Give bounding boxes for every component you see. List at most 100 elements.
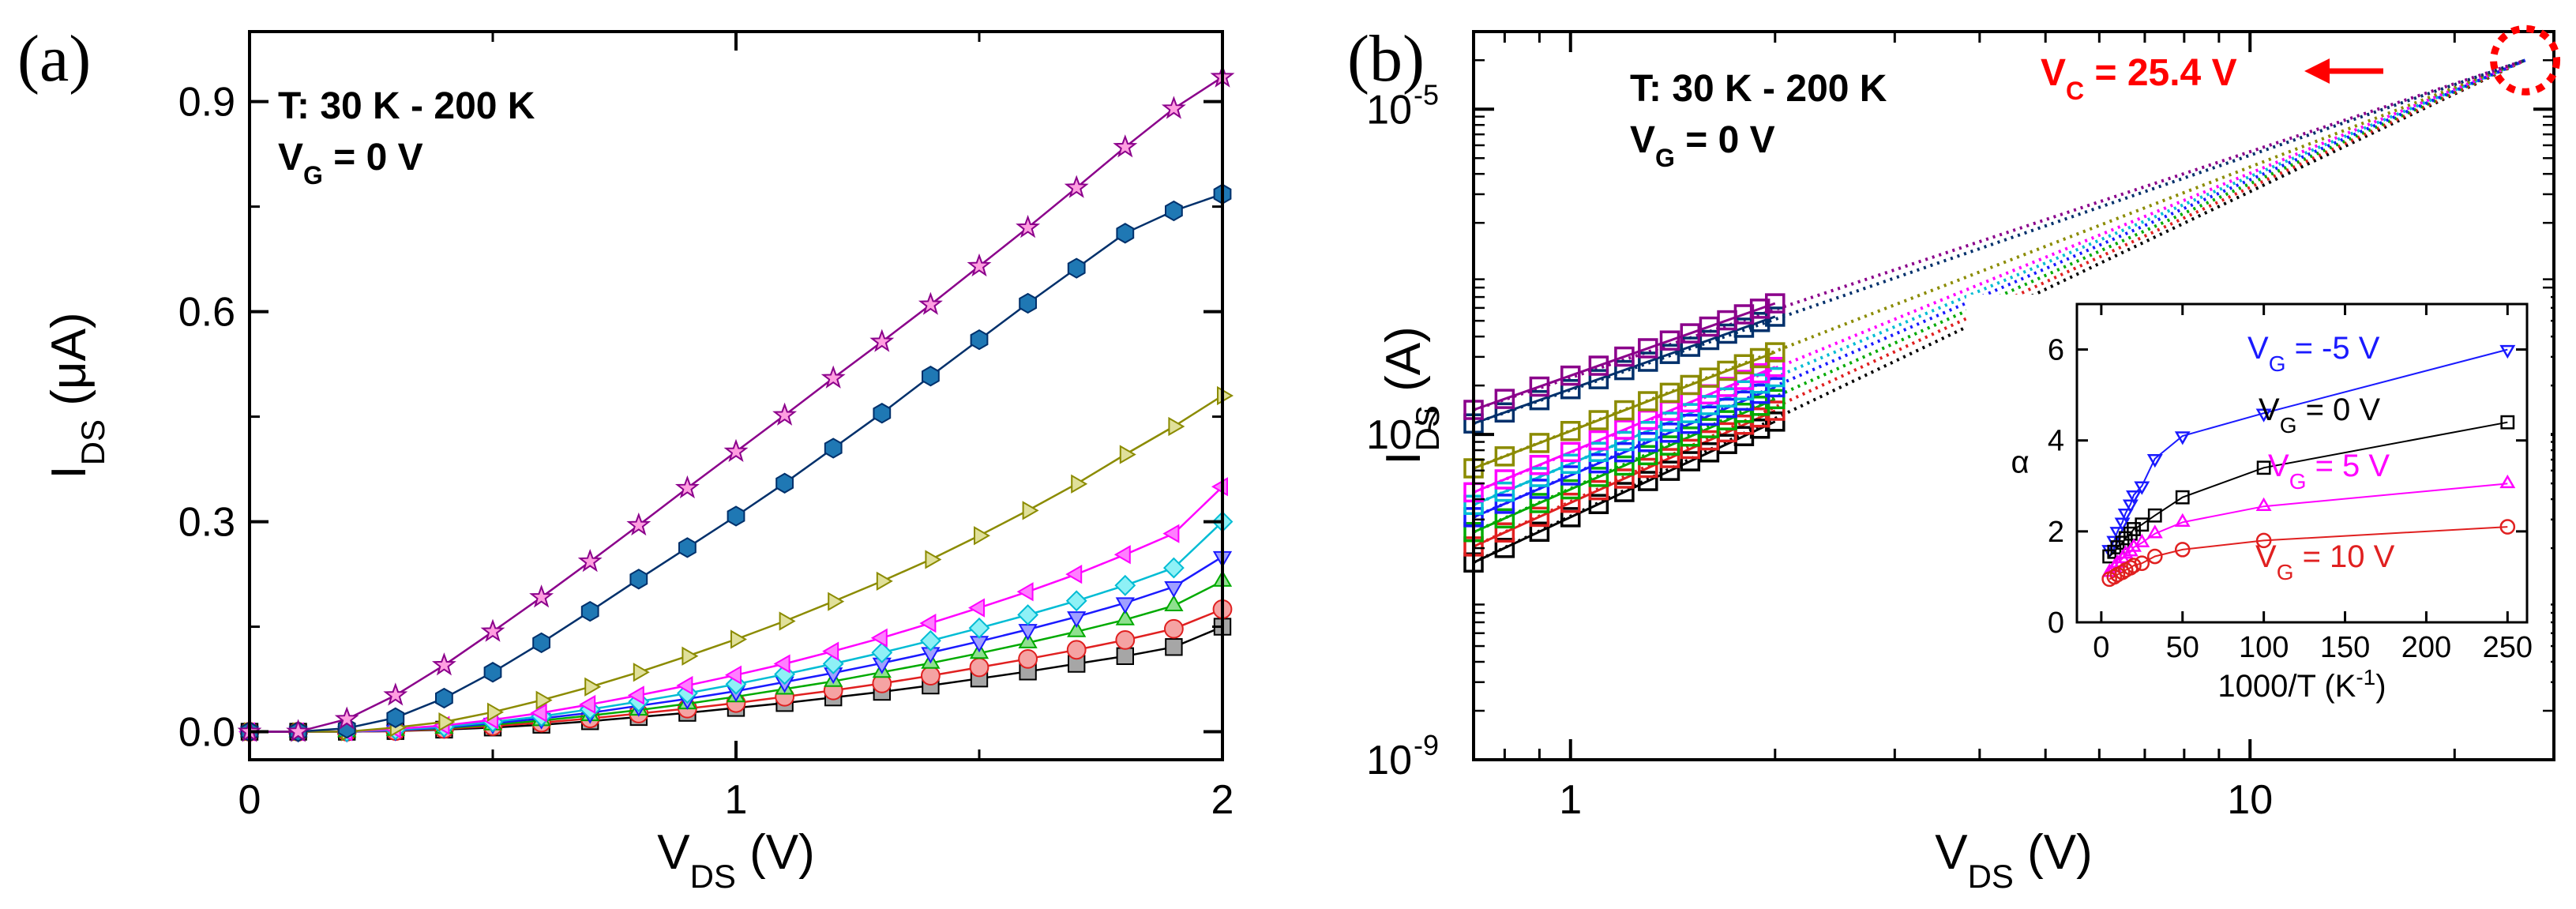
b-data-point: [1765, 400, 1786, 421]
panel-a-gate-annotation: VG = 0 V: [278, 137, 423, 190]
b-extrapolation-line: [1473, 58, 2526, 470]
a-data-point: [828, 592, 845, 611]
b-extrapolation-line: [1473, 58, 2526, 507]
inset-data-point: [2134, 555, 2150, 571]
inset-data-point: [2110, 540, 2125, 554]
a-y-tick-label: 0.3: [178, 500, 235, 546]
b-data-point: [1638, 431, 1658, 453]
b-extrapolation-line: [1473, 58, 2526, 426]
inset-x-tick-label: 250: [2483, 631, 2533, 664]
inset-series-label-main: V: [2259, 393, 2280, 427]
b-data-point: [1659, 382, 1680, 404]
a-data-point: [974, 526, 990, 546]
a-data-point: [480, 618, 505, 642]
b-y-tick-label: 10: [1366, 412, 1412, 458]
a-data-point: [674, 475, 700, 499]
inset-data-point: [2117, 509, 2134, 523]
inset-data-point: [2135, 517, 2150, 532]
a-data-point: [1113, 134, 1138, 158]
a-data-point: [1114, 574, 1136, 596]
b-data-point: [1494, 508, 1515, 529]
a-data-point: [925, 550, 942, 569]
b-fit-line: [1473, 409, 1776, 548]
b-data-point: [1614, 441, 1635, 463]
inset-data-point: [2117, 545, 2134, 559]
a-data-point: [1164, 581, 1184, 598]
a-data-point: [723, 438, 749, 463]
a-data-point: [633, 663, 650, 682]
a-data-point: [1164, 618, 1184, 639]
inset-data-point: [2146, 548, 2163, 565]
panel-b: (b) 1 10 10-910-710-5 VDS (V) IDS (A) T: …: [1347, 22, 2561, 895]
panel-a-y-ticks: 0.0 0.3 0.6 0.9: [178, 80, 1222, 756]
b-fit-line: [1473, 397, 1776, 534]
a-data-point: [1162, 557, 1185, 579]
panel-b-data-points: [1463, 293, 1786, 573]
b-data-point: [1529, 454, 1550, 475]
b-data-point: [1614, 482, 1635, 502]
a-data-point: [820, 365, 846, 389]
a-data-point: [676, 675, 693, 696]
panel-b-x-ticks: 1 10: [1503, 32, 2456, 823]
inset-data-point: [2175, 490, 2190, 505]
panel-b-gate-annotation: VG = 0 V: [1630, 119, 1775, 172]
inset-data-point: [2499, 474, 2516, 489]
b-data-point: [1494, 446, 1515, 467]
a-data-point: [487, 702, 504, 722]
b-data-point: [1494, 481, 1515, 502]
inset-series-label-main: V: [2268, 449, 2289, 483]
b-y-tick-exponent: -7: [1414, 404, 1439, 436]
inset-series-label-rest: = 5 V: [2306, 449, 2390, 483]
a-data-point: [1018, 648, 1038, 669]
a-data-point: [286, 719, 311, 742]
panel-a-x-axis-label: VDS (V): [657, 825, 815, 895]
panel-b-y-axis-label: IDS (A): [1376, 326, 1446, 464]
b-data-point: [1529, 493, 1550, 513]
a-x-tick-label: 1: [725, 777, 748, 823]
inset-x-tick-label: 200: [2401, 631, 2451, 664]
b-data-point: [1494, 538, 1515, 558]
a-data-point: [579, 694, 596, 715]
inset-series-label-sub: G: [2269, 351, 2286, 376]
b-data-point: [1765, 293, 1786, 314]
a-data-point: [1165, 200, 1183, 222]
inset-series-label: VG = 5 V: [2268, 449, 2390, 494]
a-data-point: [967, 253, 992, 277]
a-data-point: [532, 632, 550, 654]
a-y-tick-label: 0.9: [178, 80, 235, 126]
vc-arrow: [2304, 58, 2383, 84]
b-data-point: [1588, 410, 1609, 430]
a-data-point: [730, 629, 747, 649]
a-data-point: [779, 611, 796, 631]
b-data-point: [1614, 359, 1635, 381]
b-data-point: [1659, 435, 1680, 456]
b-data-point: [1659, 411, 1680, 432]
a-data-point: [577, 548, 603, 573]
panel-a: (a) 0 1 2 0.0 0.3 0.6 0.9 VDS (V) IDS (μA) T:…: [17, 22, 1235, 895]
a-data-point: [873, 403, 892, 424]
inset-series-group: [2101, 344, 2516, 588]
inset-data-point: [2174, 513, 2191, 528]
inset-data-point: [2126, 490, 2142, 505]
inset-data-point: [2147, 508, 2162, 523]
inset-data-point: [2256, 460, 2271, 475]
panel-b-x-axis-label: VDS (V): [1935, 825, 2093, 895]
b-data-point: [1680, 451, 1701, 471]
inset-data-point: [2255, 408, 2272, 423]
b-data-point: [1588, 453, 1609, 474]
b-data-point: [1749, 373, 1771, 394]
inset-series-labels: VG = -5 VVG = 0 VVG = 5 VVG = 10 V: [2247, 331, 2395, 584]
b-data-point: [1749, 299, 1771, 319]
a-data-point: [1066, 640, 1087, 660]
a-data-point: [580, 600, 599, 622]
inset-y-tick-label: 2: [2048, 516, 2064, 549]
b-data-point: [1638, 351, 1658, 372]
inset-series-label: VG = -5 V: [2247, 331, 2380, 376]
a-data-point: [921, 666, 941, 686]
inset-data-point: [2126, 558, 2142, 573]
a-data-point: [822, 641, 839, 661]
b-data-point: [1614, 346, 1635, 367]
inset-series-label-sub: G: [2289, 469, 2307, 494]
b-data-point: [1614, 468, 1635, 489]
